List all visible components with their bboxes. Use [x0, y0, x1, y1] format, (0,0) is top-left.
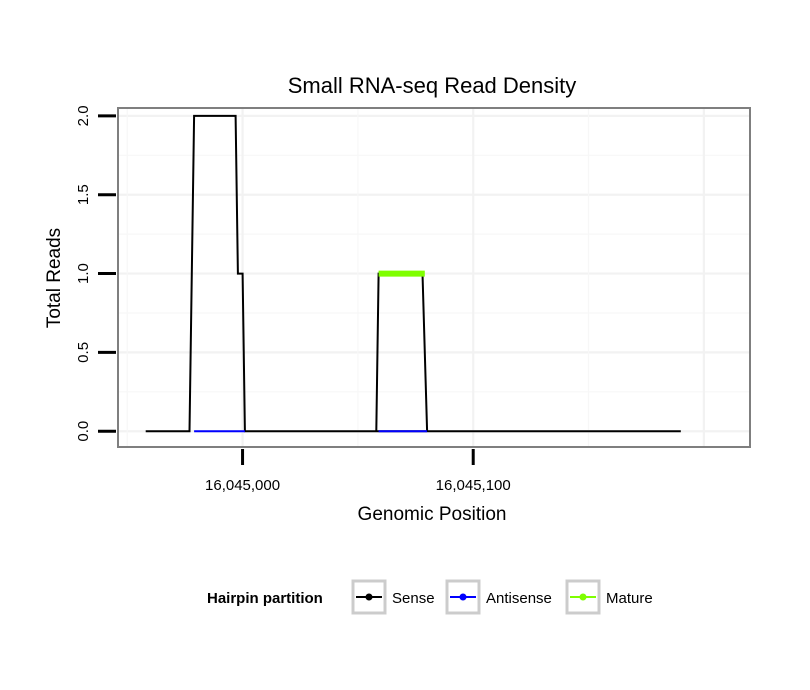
x-tick-label: 16,045,100	[436, 477, 511, 494]
grid	[118, 108, 750, 447]
series-layer	[145, 114, 681, 433]
y-tick-label: 1.0	[75, 263, 92, 284]
legend-label-antisense: Antisense	[486, 590, 552, 607]
legend-key-point	[365, 593, 373, 601]
x-axis: 16,045,000 16,045,100	[205, 449, 511, 494]
legend: Hairpin partition Sense Antisense Mature	[207, 579, 653, 615]
y-axis: 0.0 0.5 1.0 1.5 2.0	[75, 105, 116, 442]
legend-label-mature: Mature	[606, 590, 653, 607]
legend-key-point	[459, 593, 467, 601]
y-tick-label: 0.5	[75, 342, 92, 363]
x-axis-title: Genomic Position	[358, 504, 507, 525]
x-tick-label: 16,045,000	[205, 477, 280, 494]
legend-title: Hairpin partition	[207, 590, 323, 607]
y-tick-label: 2.0	[75, 105, 92, 126]
chart-title: Small RNA-seq Read Density	[288, 73, 577, 98]
legend-label-sense: Sense	[392, 590, 435, 607]
y-tick-label: 0.0	[75, 421, 92, 442]
y-tick-label: 1.5	[75, 184, 92, 205]
y-axis-title: Total Reads	[44, 228, 65, 328]
panel-border	[117, 107, 751, 448]
legend-key-point	[579, 593, 587, 601]
